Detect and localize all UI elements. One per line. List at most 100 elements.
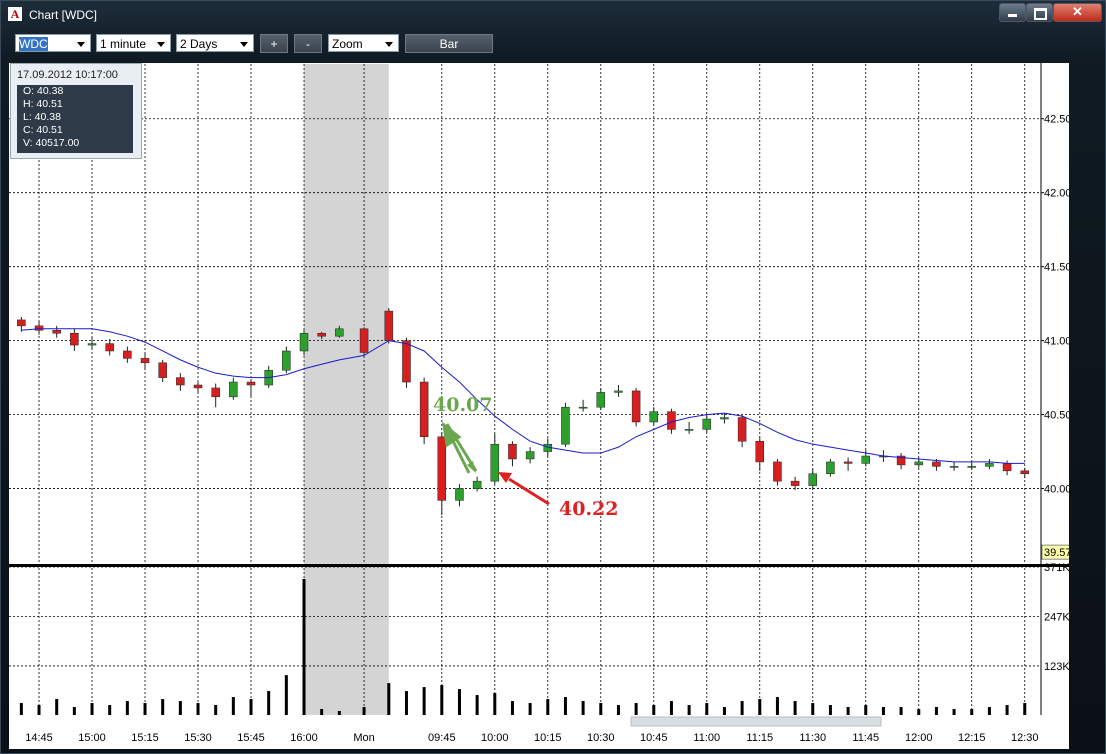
candle-body: [720, 417, 729, 420]
candle-body: [87, 343, 97, 346]
x-tick-label: 15:45: [237, 732, 265, 744]
title-bar: A Chart [WDC] ✕: [1, 1, 1105, 27]
volume-bar: [970, 709, 974, 715]
minimize-button[interactable]: [999, 3, 1026, 22]
candle-body: [384, 310, 394, 341]
volume-bar: [214, 705, 218, 715]
symbol-value: WDC: [19, 37, 48, 51]
candle-body: [525, 451, 535, 460]
x-tick-label: 16:00: [290, 732, 318, 744]
candle-body: [967, 466, 977, 468]
volume-bar: [55, 699, 59, 715]
volume-bar: [546, 699, 550, 715]
y-tick-label: 40.00: [1044, 484, 1069, 496]
x-tick-label: 14:45: [25, 732, 53, 744]
info-line: O: 40.38: [23, 85, 64, 97]
volume-bar: [196, 703, 200, 715]
candle-body: [335, 328, 344, 337]
red-arrow-head: [498, 472, 512, 483]
volume-bar: [987, 707, 991, 715]
volume-bar: [581, 701, 585, 715]
volume-bar: [881, 707, 885, 715]
candle-body: [229, 381, 238, 398]
candle-body: [949, 466, 959, 468]
x-tick-label: 12:00: [905, 732, 933, 744]
candle-body: [790, 480, 800, 486]
volume-bar: [387, 683, 391, 715]
range-select[interactable]: 2 Days: [176, 34, 254, 52]
volume-bar: [125, 701, 129, 715]
candle-body: [667, 411, 676, 430]
candle-body: [299, 332, 309, 352]
x-tick-label: 10:30: [587, 732, 615, 744]
volume-bar: [161, 699, 165, 715]
candle-body: [1020, 470, 1029, 475]
last-price-label: 39.57: [1044, 547, 1069, 559]
candle-body: [755, 440, 765, 463]
volume-bar: [108, 705, 112, 715]
close-button[interactable]: ✕: [1053, 3, 1102, 22]
x-tick-label: 15:00: [78, 732, 106, 744]
volume-bar: [302, 578, 306, 715]
style-button[interactable]: Bar: [405, 34, 493, 53]
candle-body: [684, 429, 694, 431]
interval-select[interactable]: 1 minute: [96, 34, 171, 52]
volume-bar: [652, 705, 656, 715]
volume-bar: [528, 703, 532, 715]
red-arrow-shaft: [508, 477, 550, 506]
zoom-in-button[interactable]: +: [260, 34, 288, 53]
volume-bar: [90, 703, 94, 715]
x-tick-label: 12:15: [958, 732, 986, 744]
volume-bar: [143, 703, 147, 715]
volume-bar: [37, 705, 41, 715]
y-tick-label: 40.50: [1044, 410, 1069, 422]
volume-bar: [616, 705, 620, 715]
x-tick-label: 12:30: [1011, 732, 1039, 744]
volume-bar: [457, 689, 461, 715]
y-tick-label: 42.50: [1044, 114, 1069, 126]
candle-body: [158, 362, 167, 378]
volume-bar: [705, 703, 709, 715]
volume-bar: [440, 685, 444, 715]
candle-body: [123, 350, 132, 359]
candle-body: [246, 381, 256, 386]
interval-value: 1 minute: [100, 37, 147, 51]
volume-bar: [722, 707, 726, 715]
maximize-button[interactable]: [1026, 3, 1053, 22]
candle-body: [105, 343, 114, 352]
candle-body: [52, 330, 61, 334]
volume-bar: [563, 697, 567, 715]
x-tick-label: 10:00: [481, 732, 509, 744]
candle-body: [419, 381, 429, 438]
zoom-out-button[interactable]: -: [294, 34, 322, 53]
y-tick-label: 42.00: [1044, 188, 1069, 200]
volume-bar: [846, 707, 850, 715]
x-tick-label: 15:15: [131, 732, 159, 744]
candle-body: [561, 406, 570, 445]
scrollbar[interactable]: [630, 716, 882, 727]
candle-body: [773, 461, 782, 482]
candle-body: [826, 461, 835, 475]
volume-bar: [267, 691, 271, 715]
candle-body: [914, 461, 924, 466]
volume-bar: [793, 701, 797, 715]
candle-body: [490, 443, 500, 482]
candle-body: [282, 350, 291, 371]
plot-layer: [9, 64, 1041, 715]
candle-body: [193, 384, 203, 389]
candle-body: [359, 328, 369, 353]
candle-body: [70, 332, 79, 346]
volume-bar: [775, 697, 779, 715]
y-tick-label: 41.50: [1044, 262, 1069, 274]
symbol-select[interactable]: WDC: [15, 34, 91, 52]
volume-bar: [687, 705, 691, 715]
closed-session-band: [304, 64, 389, 715]
x-tick-label: 11:30: [799, 732, 826, 744]
candle-body: [649, 411, 659, 423]
info-line: L: 40.38: [23, 111, 61, 123]
candle-body: [140, 358, 150, 364]
candle-body: [614, 390, 623, 393]
volume-bar: [249, 699, 253, 715]
zoom-select[interactable]: Zoom: [328, 34, 399, 52]
volume-bar: [599, 703, 603, 715]
